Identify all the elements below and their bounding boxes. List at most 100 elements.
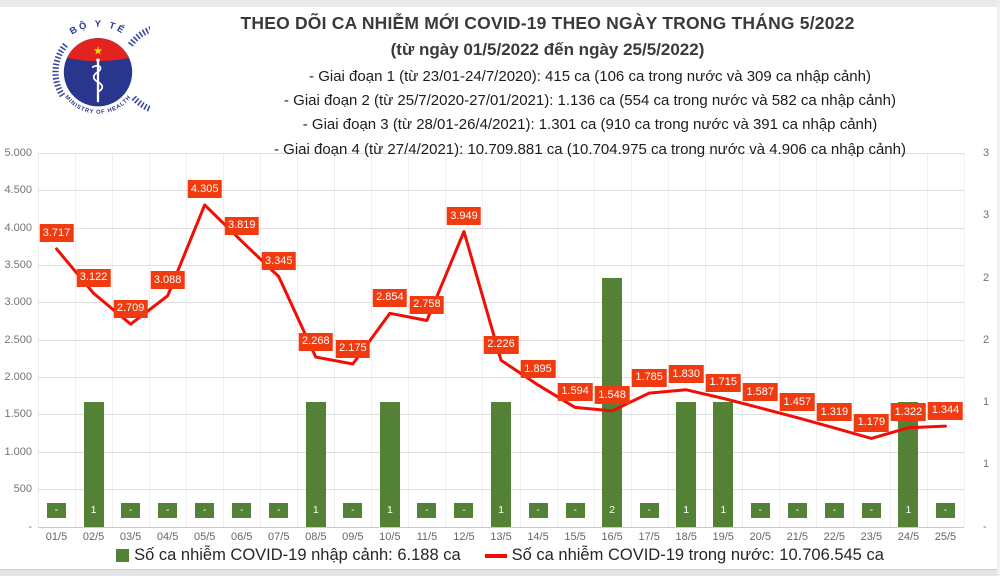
bar-data-label: 1 [84, 502, 104, 518]
line-data-label: 2.226 [483, 335, 519, 354]
bar-data-label: - [935, 502, 955, 518]
line-data-label: 2.854 [372, 288, 408, 307]
line-data-label: 1.785 [631, 368, 667, 387]
line-data-label: 1.830 [668, 365, 704, 384]
ministry-of-health-logo-svg: BỘ Y TẾ ★ MINISTRY OF HEALTH [52, 19, 211, 116]
line-data-label: 1.457 [780, 393, 815, 412]
horizontal-gridline [38, 377, 964, 379]
x-axis-tick-label: 13/5 [490, 531, 512, 543]
y-axis-left-tick-label: 2.000 [4, 371, 32, 384]
x-axis-tick-label: 02/5 [82, 531, 105, 543]
line-data-label: 2.175 [335, 339, 371, 358]
logo-star-icon: ★ [93, 46, 103, 58]
line-data-label: 1.594 [557, 382, 593, 401]
line-data-label: 1.548 [594, 386, 630, 405]
y-axis-left-tick-label: 3.500 [4, 259, 32, 272]
phase-1-summary: - Giai đoạn 1 (từ 23/01-24/7/2020): 415 … [309, 68, 871, 85]
legend-bar-swatch-icon [116, 549, 130, 562]
bar-data-label: 1 [306, 502, 326, 518]
frame-edge-top [0, 0, 1000, 7]
x-axis-line [38, 526, 964, 528]
x-axis-tick-label: 11/5 [416, 531, 438, 543]
legend-label-imported: Số ca nhiễm COVID-19 nhập cảnh: 6.188 ca [134, 546, 461, 564]
horizontal-gridline [38, 227, 964, 229]
x-axis-tick-label: 08/5 [305, 531, 327, 543]
x-axis-tick-label: 06/5 [231, 531, 253, 543]
line-data-label: 2.709 [113, 299, 148, 318]
y-axis-left-tick-label: 4.000 [4, 221, 32, 234]
bar-data-label: - [417, 502, 437, 518]
x-axis-tick-label: 23/5 [860, 531, 883, 543]
line-data-label: 1.344 [928, 401, 963, 420]
bar-data-label: 1 [491, 502, 511, 518]
bar-data-label: - [269, 502, 289, 518]
y-axis-right-tick-label: 3 [983, 147, 990, 159]
horizontal-gridline [38, 302, 964, 304]
x-axis-tick-label: 05/5 [193, 531, 216, 543]
y-axis-right-tick-label: 2 [983, 333, 990, 346]
bar-data-label: 1 [713, 502, 733, 518]
phase-3-summary: - Giai đoạn 3 (từ 28/01-26/4/2021): 1.30… [302, 116, 878, 134]
horizontal-gridline [38, 153, 964, 154]
bar-data-label: - [565, 502, 585, 518]
y-axis-right-tick-label: 2 [983, 271, 990, 284]
x-axis-tick-label: 01/5 [45, 531, 68, 543]
x-axis-tick-label: 12/5 [453, 531, 475, 543]
logo-red-band [67, 38, 129, 62]
line-data-label: 4.305 [187, 180, 222, 199]
y-axis-left-tick-label: 1.500 [4, 408, 32, 421]
line-data-label: 1.895 [520, 360, 556, 379]
x-axis-tick-label: 04/5 [156, 531, 179, 543]
phase-2-summary: - Giai đoạn 2 (từ 25/7/2020-27/01/2021):… [284, 92, 896, 110]
ministry-of-health-logo: BỘ Y TẾ ★ MINISTRY OF HEALTH [46, 8, 211, 124]
line-data-label: 1.322 [891, 403, 926, 422]
x-axis-tick-label: 18/5 [675, 531, 697, 543]
chart-legend: Số ca nhiễm COVID-19 nhập cảnh: 6.188 ca… [0, 546, 1000, 565]
y-axis-left-tick-label: 4.500 [4, 184, 32, 197]
bar-data-label: - [47, 502, 67, 518]
bar-data-label: - [158, 502, 178, 518]
bar-data-label: - [824, 502, 844, 518]
x-axis-tick-label: 09/5 [342, 531, 364, 543]
bar-data-label: 1 [898, 502, 918, 518]
y-axis-right-tick-label: 1 [983, 396, 990, 408]
x-axis-tick-label: 03/5 [119, 531, 142, 543]
bar-data-label: - [787, 502, 807, 518]
logo-top-arc-text: BỘ Y TẾ [68, 19, 128, 37]
legend-label-domestic: Số ca nhiễm COVID-19 trong nước: 10.706.… [511, 546, 884, 564]
y-axis-left-tick-label: 500 [13, 483, 32, 496]
x-axis-tick-label: 10/5 [379, 531, 401, 543]
y-axis-right-tick-label: - [983, 520, 987, 533]
bar-data-label: - [343, 502, 363, 518]
horizontal-gridline [38, 265, 964, 267]
line-data-label: 2.758 [409, 295, 445, 314]
bar-data-label: - [528, 502, 548, 518]
x-axis-tick-label: 07/5 [268, 531, 290, 543]
line-data-label: 2.268 [298, 332, 334, 351]
bar-data-label: - [750, 502, 770, 518]
y-axis-right-tick-label: 1 [983, 458, 990, 471]
horizontal-gridline [38, 190, 964, 192]
bar-data-label: - [232, 502, 252, 518]
x-axis-tick-label: 16/5 [601, 531, 623, 543]
phase-4-summary: - Giai đoạn 4 (từ 27/4/2021): 10.709.881… [273, 140, 906, 158]
line-data-label: 3.717 [39, 224, 74, 243]
bar-data-label: 1 [676, 502, 696, 518]
x-axis-tick-label: 25/5 [934, 531, 957, 543]
line-data-label: 3.949 [446, 207, 482, 225]
y-axis-right-tick-label: 3 [983, 209, 990, 222]
y-axis-left-tick-label: 2.500 [4, 333, 32, 346]
phase-summary-block: - Giai đoạn 1 (từ 23/01-24/7/2020): 415 … [180, 65, 1000, 162]
bar-data-label: - [639, 502, 659, 518]
x-axis-tick-label: 24/5 [897, 531, 920, 543]
legend-line-swatch-icon [484, 553, 507, 558]
line-data-label: 3.345 [261, 252, 297, 271]
x-axis-tick-label: 19/5 [712, 531, 734, 543]
chart-title: THEO DÕI CA NHIỄM MỚI COVID-19 THEO NGÀY… [240, 13, 855, 33]
vertical-gridline [964, 153, 965, 527]
logo-right-hatch-arc [127, 23, 211, 115]
y-axis-left-tick-label: 3.000 [4, 296, 32, 309]
line-data-label: 3.819 [224, 216, 259, 235]
rod-of-asclepius-icon [91, 58, 104, 103]
